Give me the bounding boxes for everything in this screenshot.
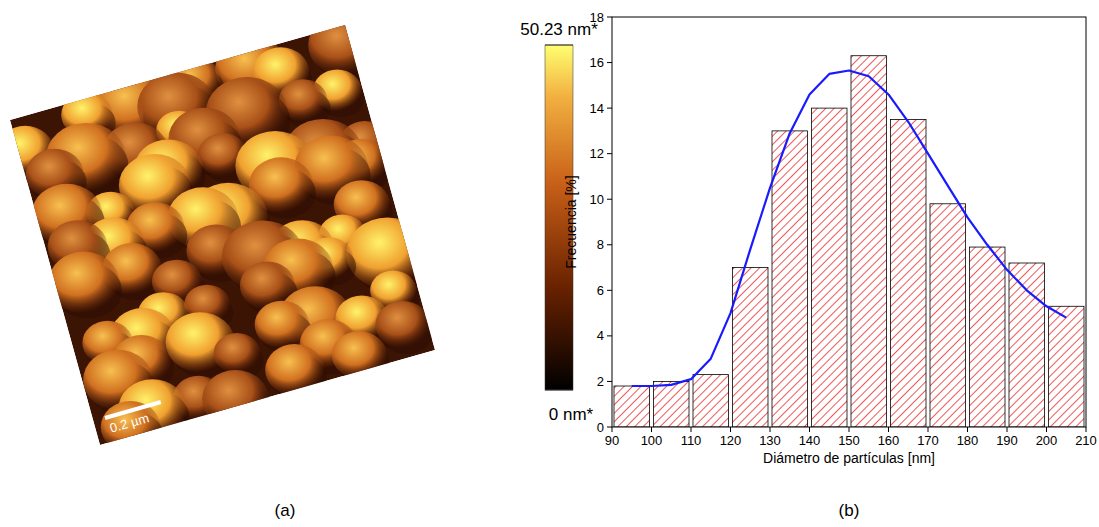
histogram-bar [891,120,927,428]
plot-frame [612,17,1086,427]
x-tick-label: 210 [1075,433,1097,448]
x-tick-label: 180 [957,433,979,448]
histogram-bar [970,247,1006,427]
panel-label: (b) [839,501,860,520]
y-tick [607,108,612,109]
x-tick [928,427,929,432]
x-tick-label: 190 [996,433,1018,448]
colorbar-label: 0 nm* [549,405,594,424]
figure: 0.2 µm50.23 nm*0 nm*(a)90100110120130140… [0,0,1099,527]
x-tick-label: 200 [1036,433,1058,448]
x-tick [651,427,652,432]
y-tick-label: 14 [590,101,604,116]
x-axis-title: Diámetro de partículas [nm] [763,450,935,466]
y-tick [607,199,612,200]
surface-ground [10,25,435,445]
histogram-bar [1009,263,1045,427]
x-tick [888,427,889,432]
histogram-bar [1049,306,1085,427]
grain [214,333,261,374]
scale-bar-label: 0.2 µm [108,410,151,435]
x-tick [770,427,771,432]
fit-curve [632,71,1067,386]
grain [202,370,269,428]
x-tick-label: 110 [681,433,702,448]
x-tick-label: 150 [838,433,860,448]
histogram-bar [654,381,690,427]
x-tick-label: 130 [759,433,781,448]
histogram-bar [772,131,808,427]
grain [265,344,324,395]
y-tick-label: 6 [597,283,604,298]
x-tick [1086,427,1087,432]
afm-surface [0,14,435,458]
x-tick-label: 90 [605,433,619,448]
grain [375,301,430,348]
y-tick-label: 8 [597,237,604,252]
y-tick-label: 0 [597,420,604,435]
y-tick [607,427,612,428]
x-tick [849,427,850,432]
x-tick-label: 120 [720,433,742,448]
y-tick [607,335,612,336]
panel-label: (a) [275,501,296,520]
y-tick [607,244,612,245]
x-tick [809,427,810,432]
x-tick [1007,427,1008,432]
grain [308,14,379,76]
y-tick [607,62,612,63]
y-tick-label: 18 [590,10,604,25]
plot-marks [614,56,1084,427]
y-tick [607,153,612,154]
x-tick-label: 160 [878,433,900,448]
y-tick-label: 2 [597,374,604,389]
x-tick [691,427,692,432]
y-tick [607,381,612,382]
grain [332,331,387,379]
colorbar-tick [545,45,573,46]
grain [101,401,161,453]
colorbar-label: 50.23 nm* [520,20,598,39]
y-tick [607,290,612,291]
x-tick [967,427,968,432]
histogram-bar [851,56,887,427]
x-tick [612,427,613,432]
histogram-bar [614,386,650,427]
x-tick [1046,427,1047,432]
scale-bar: 0.2 µm [105,402,166,436]
histogram-bar [812,108,848,427]
histogram-bar [930,204,966,427]
y-tick [607,17,612,18]
y-tick-label: 16 [590,55,604,70]
colorbar-tick [545,390,573,391]
y-tick-label: 10 [590,192,604,207]
y-axis-title: Frecuencia [%] [563,175,579,268]
grain [48,252,119,314]
x-tick [730,427,731,432]
y-tick-label: 4 [597,328,604,343]
y-tick-label: 12 [590,146,604,161]
x-tick-label: 100 [641,433,663,448]
x-tick-label: 170 [917,433,939,448]
x-tick-label: 140 [799,433,821,448]
histogram-bar [693,375,729,427]
